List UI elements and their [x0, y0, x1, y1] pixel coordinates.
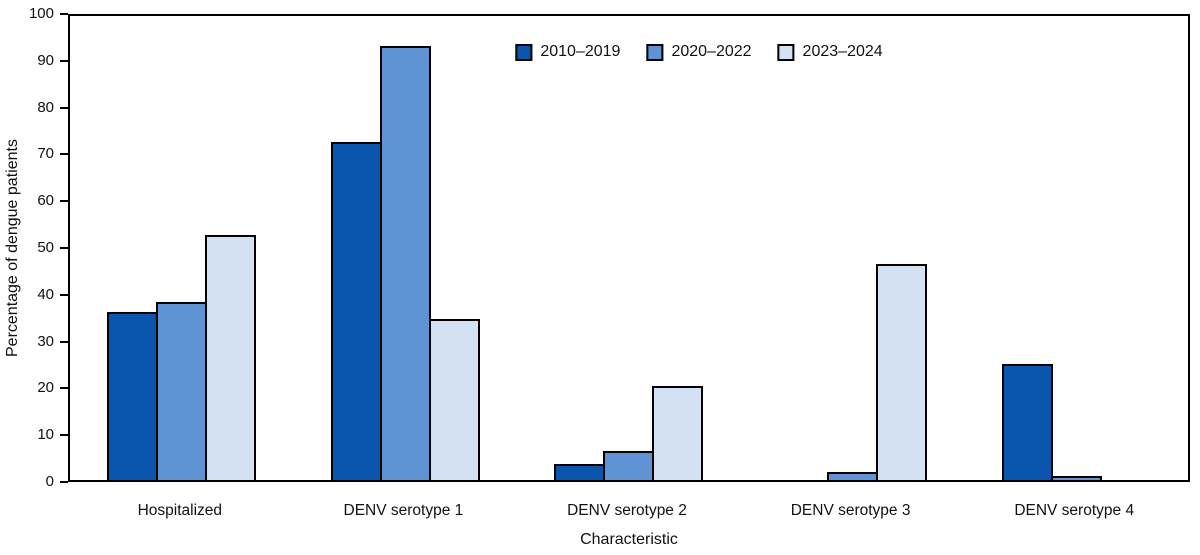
y-axis-tick-label: 60 [37, 192, 54, 210]
y-axis-tick-label: 40 [37, 285, 54, 303]
bar-2023-2024-denv-serotype-1 [428, 319, 480, 480]
y-axis-tick [60, 340, 68, 343]
legend-swatch-2020-2022 [646, 43, 664, 61]
bar-2020-2022-hospitalized [156, 301, 208, 480]
bar-group-denv-serotype-1 [294, 16, 518, 480]
legend-item-2010-2019: 2010–2019 [515, 43, 620, 61]
y-axis-tick [60, 106, 68, 109]
bars-layer [70, 16, 1188, 480]
y-axis-tick [60, 153, 68, 156]
y-axis-tick-label: 100 [28, 5, 54, 22]
x-axis-label-denv-serotype-4: DENV serotype 4 [1014, 502, 1135, 519]
bar-2020-2022-denv-serotype-2 [603, 450, 655, 480]
x-axis-label-denv-serotype-1: DENV serotype 1 [343, 502, 464, 519]
bar-2020-2022-denv-serotype-4 [1050, 476, 1102, 480]
y-axis-tick [60, 481, 68, 483]
legend-label-2020-2022: 2020–2022 [671, 43, 752, 60]
bar-2010-2019-hospitalized [107, 312, 159, 480]
legend: 2010–2019 2020–2022 2023–2024 [515, 43, 883, 61]
y-axis-tick [60, 200, 68, 203]
bar-2020-2022-denv-serotype-1 [379, 45, 431, 480]
bar-group-denv-serotype-2 [517, 16, 741, 480]
y-axis-tick [60, 59, 68, 62]
y-axis-tick [60, 434, 68, 437]
bar-2023-2024-hospitalized [205, 235, 257, 480]
y-axis-tick-label: 70 [37, 145, 54, 163]
y-axis-tick-label: 90 [37, 51, 54, 69]
legend-swatch-2010-2019 [515, 43, 533, 61]
y-axis-tick-label: 30 [37, 332, 54, 350]
legend-item-2020-2022: 2020–2022 [646, 43, 752, 61]
y-axis-tick [60, 13, 68, 15]
legend-swatch-2023-2024 [777, 43, 795, 61]
y-axis-tick-label: 0 [45, 473, 54, 490]
y-axis-tick-label: 80 [37, 98, 54, 116]
bar-2020-2022-denv-serotype-3 [827, 472, 879, 480]
y-axis-tick [60, 293, 68, 296]
bar-group-hospitalized [70, 16, 294, 480]
x-axis-label-denv-serotype-2: DENV serotype 2 [567, 502, 687, 519]
bar-group-denv-serotype-4 [964, 16, 1188, 480]
bar-group-denv-serotype-3 [741, 16, 965, 480]
legend-label-2010-2019: 2010–2019 [540, 43, 621, 60]
x-axis-category-labels: Hospitalized DENV serotype 1 DENV serotype… [68, 502, 1190, 522]
y-axis-tick-label: 10 [37, 426, 54, 444]
bar-2023-2024-denv-serotype-3 [876, 263, 928, 480]
bar-2010-2019-denv-serotype-2 [554, 463, 606, 480]
bar-2023-2024-denv-serotype-2 [652, 386, 704, 480]
bar-2010-2019-denv-serotype-4 [1001, 363, 1053, 480]
y-axis-tick-label: 50 [37, 239, 54, 256]
plot-area: 2010–2019 2020–2022 2023–2024 [68, 14, 1190, 482]
x-axis-title: Characteristic [580, 531, 678, 548]
y-axis-tick [60, 247, 68, 249]
y-axis-tick [60, 387, 68, 390]
x-axis-label-denv-serotype-3: DENV serotype 3 [790, 502, 911, 519]
x-axis-label-hospitalized: Hospitalized [137, 502, 223, 519]
y-axis-tick-label: 20 [37, 379, 54, 397]
bar-2010-2019-denv-serotype-1 [330, 142, 382, 480]
legend-item-2023-2024: 2023–2024 [777, 43, 883, 61]
legend-label-2023-2024: 2023–2024 [802, 43, 883, 60]
